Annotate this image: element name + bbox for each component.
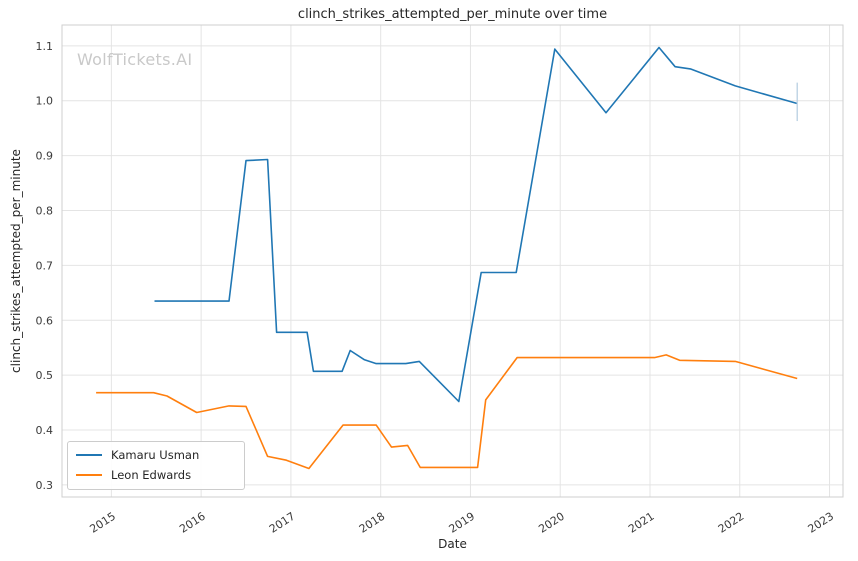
x-tick-label: 2018 (357, 510, 388, 536)
legend-item-leon-edwards: Leon Edwards (76, 468, 234, 482)
legend-label-leon-edwards: Leon Edwards (111, 468, 192, 482)
y-tick-label: 1.0 (36, 95, 54, 108)
x-tick-label: 2021 (626, 510, 657, 536)
y-tick-label: 0.8 (36, 205, 54, 218)
y-tick-label: 1.1 (36, 40, 54, 53)
y-tick-label: 0.7 (36, 259, 54, 272)
x-tick-label: 2023 (806, 510, 837, 536)
plot-border (61, 24, 844, 498)
y-tick-label: 0.3 (36, 479, 54, 492)
x-tick-label: 2020 (536, 510, 567, 536)
legend-line-swatch-leon-edwards (76, 474, 102, 476)
legend-label-kamaru-usman: Kamaru Usman (111, 448, 200, 462)
x-tick-label: 2016 (177, 510, 208, 536)
series-line-0 (154, 46, 798, 403)
y-axis-label: clinch_strikes_attempted_per_minute (9, 149, 23, 373)
legend-line-swatch-kamaru-usman (76, 454, 102, 456)
x-tick-label: 2022 (716, 510, 747, 536)
series-lines (96, 46, 798, 470)
x-tick-label: 2015 (87, 510, 118, 536)
y-tick-label: 0.6 (36, 314, 54, 327)
series-line-1 (96, 354, 798, 470)
gridlines (62, 25, 843, 497)
y-tick-label: 0.9 (36, 150, 54, 163)
y-tick-label: 0.4 (36, 424, 54, 437)
y-tick-label: 0.5 (36, 369, 54, 382)
chart-title: clinch_strikes_attempted_per_minute over… (297, 7, 608, 22)
legend: Kamaru Usman Leon Edwards (67, 441, 245, 490)
x-axis-label: Date (438, 537, 467, 551)
legend-item-kamaru-usman: Kamaru Usman (76, 448, 234, 462)
watermark: WolfTickets.AI (77, 50, 193, 69)
x-tick-label: 2017 (267, 510, 298, 536)
plot-area (62, 25, 843, 497)
x-tick-label: 2019 (447, 510, 478, 536)
